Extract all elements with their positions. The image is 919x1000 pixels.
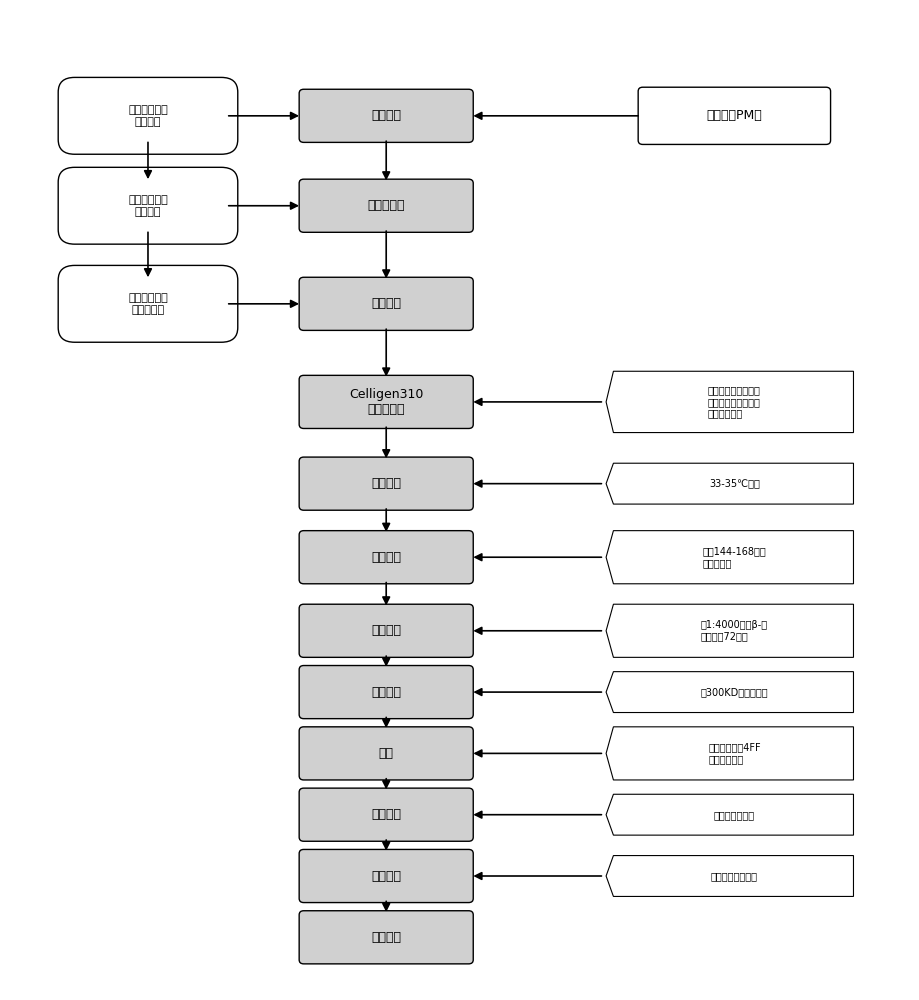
Text: 疫苗成品: 疫苗成品 bbox=[371, 931, 402, 944]
Text: 人二倍体细胞
工作细胞库: 人二倍体细胞 工作细胞库 bbox=[128, 293, 168, 315]
Text: 各项检定合格分装: 各项检定合格分装 bbox=[711, 871, 758, 881]
Polygon shape bbox=[607, 856, 854, 896]
FancyBboxPatch shape bbox=[300, 375, 473, 428]
Text: 灭活病毒: 灭活病毒 bbox=[371, 624, 402, 637]
FancyBboxPatch shape bbox=[300, 531, 473, 584]
FancyBboxPatch shape bbox=[300, 277, 473, 330]
Polygon shape bbox=[607, 794, 854, 835]
FancyBboxPatch shape bbox=[300, 849, 473, 903]
Text: 培养144-168小时
后收获病毒: 培养144-168小时 后收获病毒 bbox=[702, 546, 766, 568]
FancyBboxPatch shape bbox=[300, 788, 473, 841]
FancyBboxPatch shape bbox=[300, 911, 473, 964]
Text: 经超速离心和4FF
凝胶层析纯化: 经超速离心和4FF 凝胶层析纯化 bbox=[708, 743, 761, 764]
Polygon shape bbox=[607, 727, 854, 780]
Polygon shape bbox=[607, 604, 854, 657]
FancyBboxPatch shape bbox=[300, 666, 473, 719]
Text: 收获病毒: 收获病毒 bbox=[371, 551, 402, 564]
Text: 人二倍体细胞
复苏扩增: 人二倍体细胞 复苏扩增 bbox=[128, 105, 168, 127]
FancyBboxPatch shape bbox=[300, 457, 473, 510]
FancyBboxPatch shape bbox=[300, 89, 473, 142]
Text: 疫苗原液: 疫苗原液 bbox=[371, 808, 402, 821]
Text: 狂犬病毒PM株: 狂犬病毒PM株 bbox=[707, 109, 762, 122]
Text: 超滤浓缩: 超滤浓缩 bbox=[371, 686, 402, 699]
FancyBboxPatch shape bbox=[300, 179, 473, 232]
FancyBboxPatch shape bbox=[58, 167, 238, 244]
Text: 按1:4000加入β-丙
内酯灭活72小时: 按1:4000加入β-丙 内酯灭活72小时 bbox=[701, 620, 768, 642]
FancyBboxPatch shape bbox=[58, 265, 238, 342]
Text: 工作种子库: 工作种子库 bbox=[368, 199, 405, 212]
FancyBboxPatch shape bbox=[58, 77, 238, 154]
Text: 纯化: 纯化 bbox=[379, 747, 393, 760]
Polygon shape bbox=[607, 371, 854, 433]
Text: 主种子库: 主种子库 bbox=[371, 109, 402, 122]
Text: 33-35℃培养: 33-35℃培养 bbox=[709, 479, 760, 489]
Text: 病毒培养: 病毒培养 bbox=[371, 477, 402, 490]
Polygon shape bbox=[607, 672, 854, 713]
Text: 细胞扩增: 细胞扩增 bbox=[371, 297, 402, 310]
Text: Celligen310
生物反应器: Celligen310 生物反应器 bbox=[349, 388, 424, 416]
FancyBboxPatch shape bbox=[638, 87, 831, 144]
Text: 倒去细胞培养液，加
入新鲜培养液加入病
毒液继续培养: 倒去细胞培养液，加 入新鲜培养液加入病 毒液继续培养 bbox=[708, 385, 761, 419]
Polygon shape bbox=[607, 531, 854, 584]
Text: 用300KD将病毒浓缩: 用300KD将病毒浓缩 bbox=[700, 687, 768, 697]
Text: 分装冻干: 分装冻干 bbox=[371, 870, 402, 883]
FancyBboxPatch shape bbox=[300, 727, 473, 780]
Polygon shape bbox=[607, 463, 854, 504]
FancyBboxPatch shape bbox=[300, 604, 473, 657]
Text: 加入病毒保护剂: 加入病毒保护剂 bbox=[714, 810, 754, 820]
Text: 人二倍体细胞
主细胞库: 人二倍体细胞 主细胞库 bbox=[128, 195, 168, 217]
